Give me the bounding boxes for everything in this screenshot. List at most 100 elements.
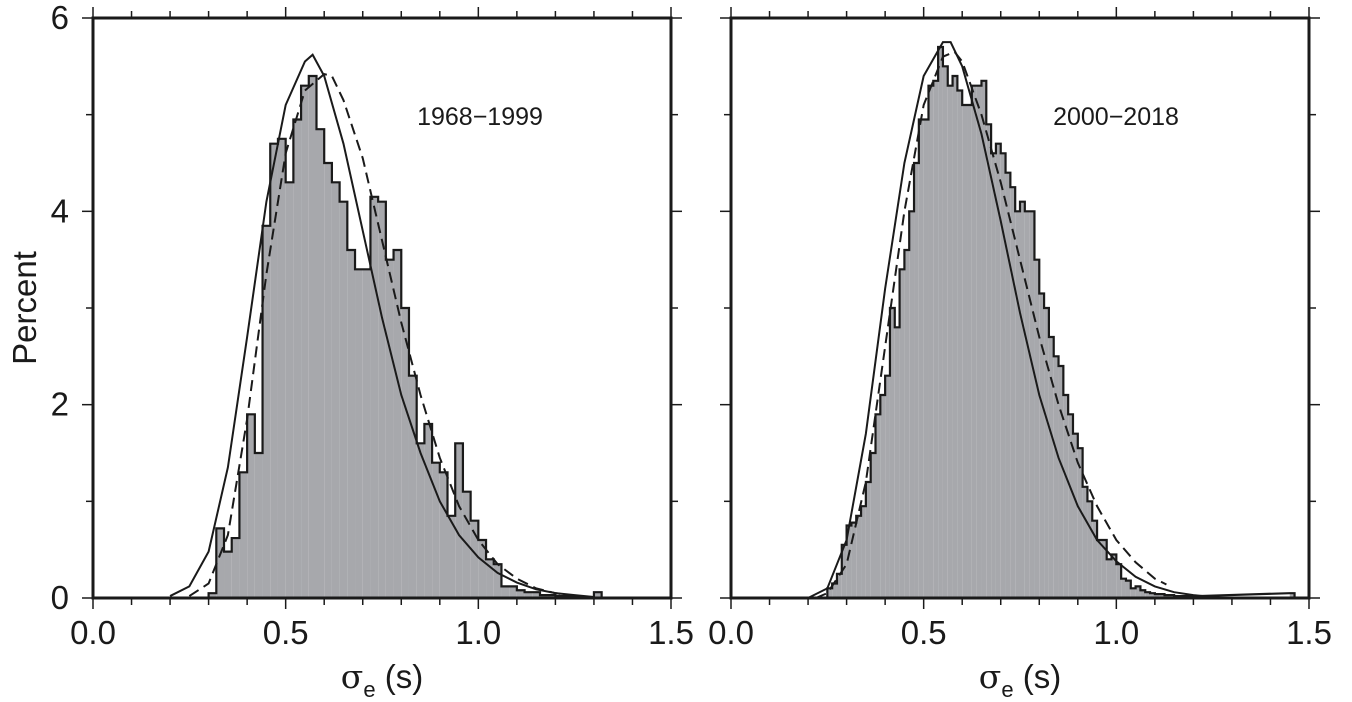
histogram-bar	[293, 119, 302, 598]
histogram-bar	[1077, 448, 1083, 598]
histogram-bar	[991, 153, 996, 599]
histogram-bar	[914, 163, 919, 598]
histogram-bar	[478, 540, 487, 598]
x-axis-label-unit: (s)	[376, 658, 424, 695]
histogram-bar	[1044, 308, 1049, 598]
dashed-fit-curve	[815, 50, 1167, 599]
histogram-bar	[846, 525, 852, 598]
histogram-bar	[827, 588, 833, 598]
histogram-bar	[962, 105, 968, 598]
histogram-bar	[1020, 201, 1025, 598]
histogram-bar	[524, 592, 533, 598]
histogram-bar	[1039, 293, 1045, 598]
histogram-bar	[1005, 172, 1011, 598]
histogram-bar	[894, 327, 900, 598]
histogram-bar	[1092, 520, 1098, 598]
histogram-bar	[424, 424, 433, 598]
x-tick-label: 0.0	[708, 614, 754, 651]
histogram-bar	[1082, 486, 1088, 598]
histogram-bar	[933, 80, 939, 599]
histogram-bar	[875, 414, 881, 598]
histogram-bar	[470, 520, 479, 598]
x-tick-label: 1.5	[1286, 614, 1332, 651]
x-axis-label-subscript: e	[1001, 677, 1013, 702]
histogram-bar	[981, 80, 987, 599]
histogram-bar	[401, 308, 409, 598]
histogram-bar	[1101, 540, 1107, 598]
histogram-bar	[239, 472, 248, 598]
histogram-bar	[1145, 592, 1151, 598]
y-tick-label: 4	[51, 192, 69, 229]
histogram-bar	[262, 225, 271, 599]
histogram-bar	[532, 592, 540, 598]
histogram-bar	[1150, 593, 1155, 598]
histogram-bars	[827, 47, 1295, 599]
histogram-bar	[393, 250, 402, 598]
y-tick-label: 2	[51, 386, 69, 423]
x-axis-ticks	[92, 7, 672, 609]
histogram-bar	[861, 506, 866, 598]
histogram-bar	[995, 143, 1001, 598]
x-axis-ticks	[730, 7, 1310, 609]
histogram-bar	[331, 182, 340, 599]
x-tick-label: 0.5	[263, 614, 309, 651]
histogram-bar	[1034, 259, 1040, 598]
histogram-bar	[952, 76, 958, 598]
histogram-bar	[593, 592, 602, 598]
histogram-bar	[277, 138, 286, 599]
histogram-bar	[447, 515, 456, 598]
solid-fit-curve	[169, 53, 595, 599]
histogram-bar	[370, 196, 379, 599]
histogram-bar	[509, 586, 517, 598]
histogram-bar	[851, 522, 857, 598]
histogram-bar	[1058, 366, 1064, 598]
right-histogram-panel: 0.0 0.5 1.0 1.5 σe (s) 2000−2018	[708, 7, 1332, 702]
histogram-bar	[208, 593, 217, 598]
x-axis-label-symbol: σ	[979, 657, 1002, 696]
histogram-bar	[1015, 211, 1020, 599]
histogram-bar	[308, 76, 317, 598]
y-tick-label: 0	[51, 579, 69, 616]
solid-fit-curve	[807, 41, 1221, 599]
period-annotation: 2000−2018	[1053, 103, 1179, 131]
x-axis-label-unit: (s)	[1014, 658, 1062, 695]
x-tick-label: 1.5	[648, 614, 694, 651]
histogram-bar	[889, 308, 895, 598]
left-histogram-panel: 0.0 0.5 1.0 1.5 0 2 4 6 Percent σe (s) 1968−1999	[6, 0, 694, 702]
y-tick-label: 6	[51, 0, 69, 36]
histogram-outline	[826, 45, 1296, 598]
histogram-bar	[1097, 540, 1102, 598]
histogram-bar	[270, 143, 278, 598]
histogram-bar	[416, 443, 425, 598]
histogram-bar	[1130, 588, 1136, 598]
histogram-bar	[1053, 356, 1059, 598]
histogram-outline	[207, 74, 603, 600]
histogram-bar	[439, 472, 448, 598]
histogram-bar	[1072, 433, 1078, 598]
histogram-bar	[301, 85, 309, 598]
x-tick-label: 1.0	[1093, 614, 1139, 651]
histogram-bar	[1048, 337, 1054, 598]
y-axis-label: Percent	[6, 251, 43, 365]
x-tick-label: 0.5	[901, 614, 947, 651]
histogram-bar	[216, 528, 225, 598]
histogram-bars	[208, 76, 602, 599]
histogram-bar	[324, 163, 332, 598]
histogram-bar	[493, 564, 502, 598]
histogram-bar	[486, 559, 494, 598]
histogram-bar	[1159, 594, 1165, 598]
dashed-fit-curve	[188, 72, 575, 598]
x-axis-label-symbol: σ	[341, 657, 364, 696]
histogram-bar	[1116, 564, 1122, 598]
x-axis-label: σe (s)	[341, 657, 423, 702]
histogram-bar	[1125, 580, 1131, 598]
histogram-bar	[285, 182, 294, 599]
histogram-bar	[967, 105, 972, 598]
histogram-bar	[1087, 501, 1093, 598]
histogram-bar	[986, 124, 992, 598]
histogram-bar	[316, 129, 325, 598]
histogram-bar	[856, 515, 862, 598]
histogram-bar	[1121, 578, 1126, 598]
x-axis-label: σe (s)	[979, 657, 1061, 702]
histogram-bar	[1140, 590, 1146, 598]
